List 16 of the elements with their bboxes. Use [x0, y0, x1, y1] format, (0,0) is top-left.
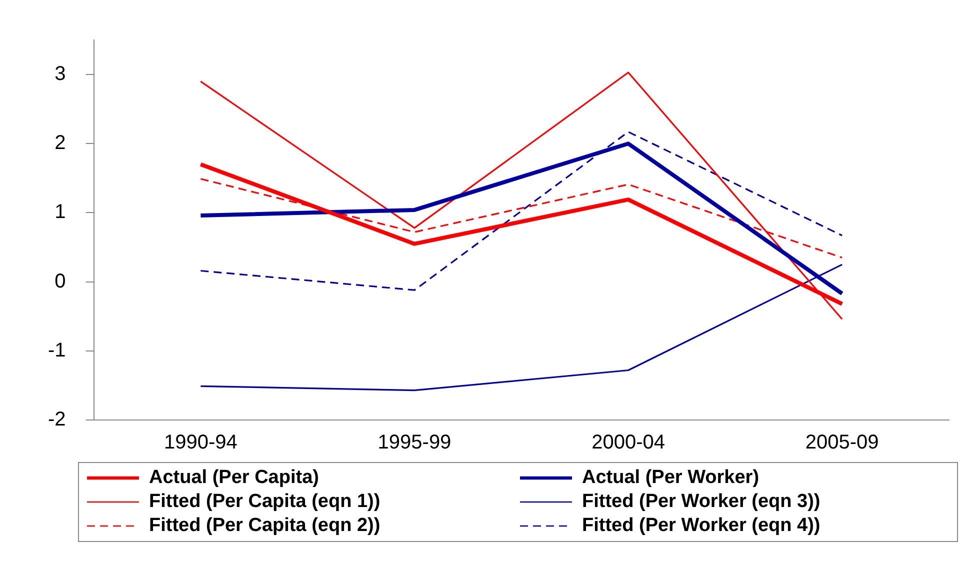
legend-label: Fitted (Per Worker (eqn 3)) — [582, 491, 820, 513]
x-tick-label: 1995-99 — [378, 432, 452, 454]
x-tick-label: 2005-09 — [805, 432, 879, 454]
legend-label: Fitted (Per Capita (eqn 1)) — [149, 491, 380, 513]
y-tick-label: 0 — [54, 270, 66, 292]
y-tick-label: 2 — [54, 132, 66, 154]
x-tick-label: 2000-04 — [592, 432, 665, 454]
y-tick-label: -1 — [48, 339, 66, 362]
y-tick-label: -2 — [48, 408, 66, 431]
y-tick-label: 3 — [54, 63, 66, 86]
legend-label: Actual (Per Worker) — [582, 467, 760, 489]
legend-label: Fitted (Per Worker (eqn 4)) — [582, 515, 820, 537]
legend-label: Fitted (Per Capita (eqn 2)) — [149, 515, 380, 537]
y-tick-label: 1 — [54, 201, 66, 224]
legend-label: Actual (Per Capita) — [149, 467, 319, 489]
x-tick-label: 1990-94 — [164, 432, 238, 454]
